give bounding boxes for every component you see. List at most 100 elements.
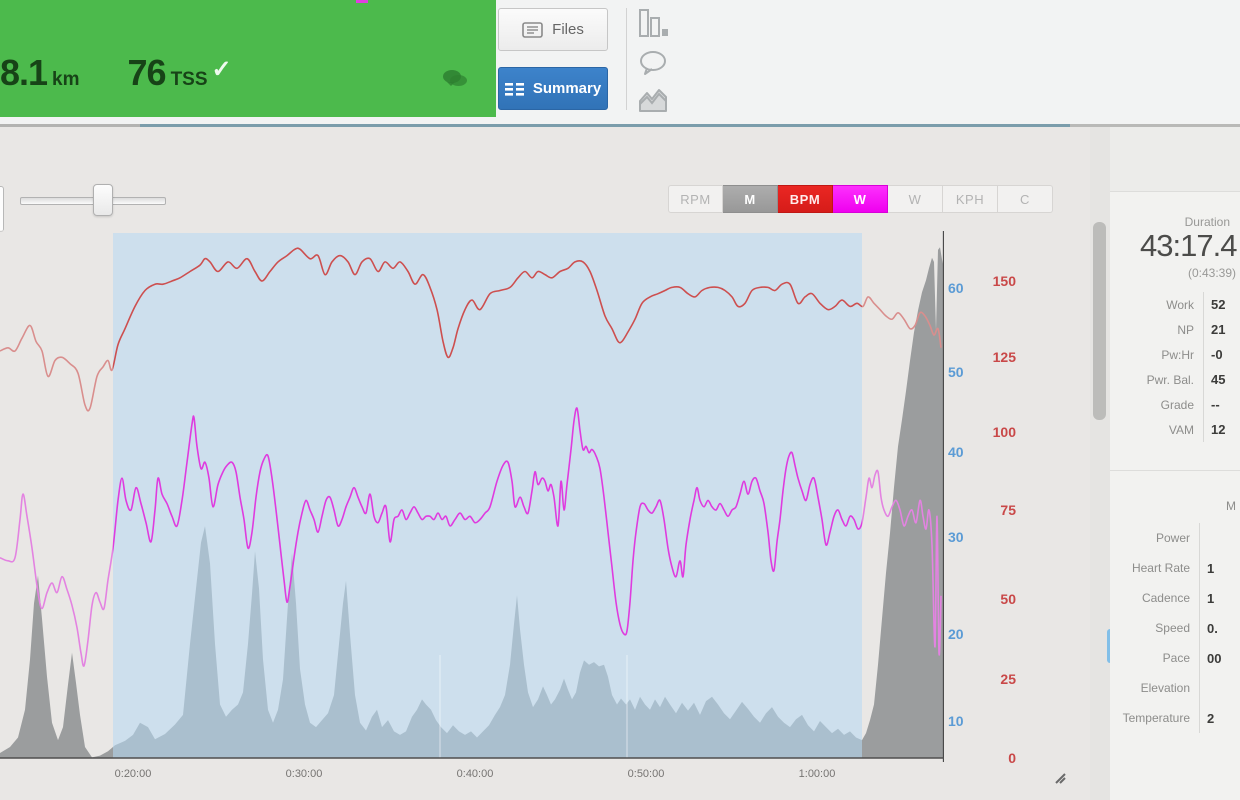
files-label: Files xyxy=(552,21,584,38)
summary-row-work: Work 52 xyxy=(1110,292,1240,317)
stat-value: 12 xyxy=(1203,417,1240,442)
detail-row-elevation: Elevation xyxy=(1110,673,1240,703)
stat-value: 1 xyxy=(1199,553,1240,583)
resize-grip[interactable] xyxy=(1052,770,1068,786)
x-axis-tick-0:50:00: 0:50:00 xyxy=(627,768,665,780)
x-axis-tick-0:30:00: 0:30:00 xyxy=(285,768,323,780)
blue-axis-tick-50: 50 xyxy=(948,364,964,380)
red-axis-tick-125: 125 xyxy=(992,349,1016,365)
stat-value: -- xyxy=(1203,392,1240,417)
red-axis-tick-50: 50 xyxy=(1000,591,1016,607)
distance-unit: km xyxy=(52,69,80,90)
stat-label: Power xyxy=(1155,531,1190,545)
stat-label: VAM xyxy=(1168,422,1194,437)
red-axis-tick-0: 0 xyxy=(1008,750,1016,766)
toggle-c-6[interactable]: C xyxy=(998,185,1053,213)
summary-row-np: NP 21 xyxy=(1110,317,1240,342)
summary-row-vam: VAM 12 xyxy=(1110,417,1240,442)
stat-label: Pwr. Bal. xyxy=(1146,372,1194,387)
toggle-kph-5[interactable]: KPH xyxy=(943,185,998,213)
detail-card: M Power Heart Rate 1 Cadence 1 Speed 0. Pace 00 E… xyxy=(1110,470,1240,800)
zoom-slider[interactable] xyxy=(20,184,166,218)
blue-axis-tick-60: 60 xyxy=(948,280,964,296)
summary-icon xyxy=(504,82,524,96)
detail-row-cadence: Cadence 1 xyxy=(1110,583,1240,613)
stat-value: 00 xyxy=(1199,643,1240,673)
zoom-slider-handle[interactable] xyxy=(93,184,113,216)
chart-panel: RPM M BPM W W KPH C 60 50 40 30 20 10 150 125 100 75 50 2… xyxy=(0,127,1090,800)
summary-row-pwr-bal-: Pwr. Bal. 45 xyxy=(1110,367,1240,392)
stat-value: 21 xyxy=(1203,317,1240,342)
zoom-button-partial[interactable] xyxy=(0,186,4,232)
summary-row-pw-hr: Pw:Hr -0 xyxy=(1110,342,1240,367)
stat-label: Grade xyxy=(1160,397,1194,412)
toggle-rpm-0[interactable]: RPM xyxy=(668,185,723,213)
stat-value: 0. xyxy=(1199,613,1240,643)
stat-value: 2 xyxy=(1199,703,1240,733)
view-icon-stack xyxy=(636,8,670,118)
bar-chart-icon[interactable] xyxy=(638,8,668,43)
x-axis-tick-0:20:00: 0:20:00 xyxy=(114,768,152,780)
toggle-w-4[interactable]: W xyxy=(888,185,943,213)
files-icon xyxy=(522,21,543,38)
heart-rate-line xyxy=(0,247,942,412)
toggle-m-1[interactable]: M xyxy=(723,185,778,213)
blue-axis-tick-20: 20 xyxy=(948,626,964,642)
toggle-bpm-2[interactable]: BPM xyxy=(778,185,833,213)
stat-value: -0 xyxy=(1203,342,1240,367)
blue-axis-tick-10: 10 xyxy=(948,713,964,729)
summary-card: Duration 43:17.4 (0:43:39) Work 52 NP 21 Pw:… xyxy=(1110,191,1240,470)
channel-toggle-group: RPM M BPM W W KPH C xyxy=(668,185,1053,213)
red-axis-tick-75: 75 xyxy=(1000,502,1016,518)
stat-label: Pw:Hr xyxy=(1161,347,1194,362)
tss-value: 76 xyxy=(127,52,167,93)
summary-label: Summary xyxy=(532,80,602,97)
completed-check-icon: ✓ xyxy=(211,56,232,83)
detail-row-temperature: Temperature 2 xyxy=(1110,703,1240,733)
stat-value: 45 xyxy=(1203,367,1240,392)
blue-axis-tick-30: 30 xyxy=(948,529,964,545)
cursor-artifact xyxy=(356,0,368,3)
time-selection-region[interactable] xyxy=(113,233,862,758)
detail-row-power: Power xyxy=(1110,523,1240,553)
comment-icon[interactable] xyxy=(639,50,667,81)
panel-top-border xyxy=(0,124,1240,127)
x-axis-tick-1:00:00: 1:00:00 xyxy=(798,768,836,780)
distance-value: 8.1 xyxy=(0,52,48,93)
stat-label: Elevation xyxy=(1140,681,1190,695)
stat-label: Temperature xyxy=(1122,711,1190,725)
workout-graph[interactable] xyxy=(0,230,944,766)
summary-rows: Work 52 NP 21 Pw:Hr -0 Pwr. Bal. 45 Grade -- VAM 12 xyxy=(1110,292,1240,442)
stat-label: NP xyxy=(1177,322,1194,337)
power-line xyxy=(0,407,942,667)
red-axis-tick-25: 25 xyxy=(1000,671,1016,687)
sidebar-divider-band xyxy=(1090,127,1114,800)
blue-axis-tick-40: 40 xyxy=(948,444,964,460)
stat-value xyxy=(1199,673,1240,703)
detail-row-heart-rate: Heart Rate 1 xyxy=(1110,553,1240,583)
comments-icon[interactable] xyxy=(443,68,469,88)
dim-right xyxy=(862,230,944,758)
red-axis-tick-100: 100 xyxy=(992,424,1016,440)
area-chart-icon[interactable] xyxy=(638,87,668,118)
files-button[interactable]: Files xyxy=(498,8,608,51)
stat-value xyxy=(1199,523,1240,553)
toggle-w-3[interactable]: W xyxy=(833,185,888,213)
stat-label: Heart Rate xyxy=(1131,561,1190,575)
detail-column-header: M xyxy=(1226,499,1236,513)
stat-label: Speed xyxy=(1155,621,1190,635)
duration-label: Duration xyxy=(1184,215,1230,229)
scrollbar-thumb[interactable] xyxy=(1093,222,1106,420)
summary-row-grade: Grade -- xyxy=(1110,392,1240,417)
stat-value: 1 xyxy=(1199,583,1240,613)
duration-secondary: (0:43:39) xyxy=(1187,266,1236,280)
x-axis-tick-0:40:00: 0:40:00 xyxy=(456,768,494,780)
detail-row-pace: Pace 00 xyxy=(1110,643,1240,673)
red-axis-tick-150: 150 xyxy=(992,273,1016,289)
stat-value: 52 xyxy=(1203,292,1240,317)
detail-row-speed: Speed 0. xyxy=(1110,613,1240,643)
detail-rows: Power Heart Rate 1 Cadence 1 Speed 0. Pace 00 Ele… xyxy=(1110,523,1240,733)
summary-button[interactable]: Summary xyxy=(498,67,608,110)
header: 8.1 km 76 TSS ✓ Files xyxy=(0,0,1240,127)
